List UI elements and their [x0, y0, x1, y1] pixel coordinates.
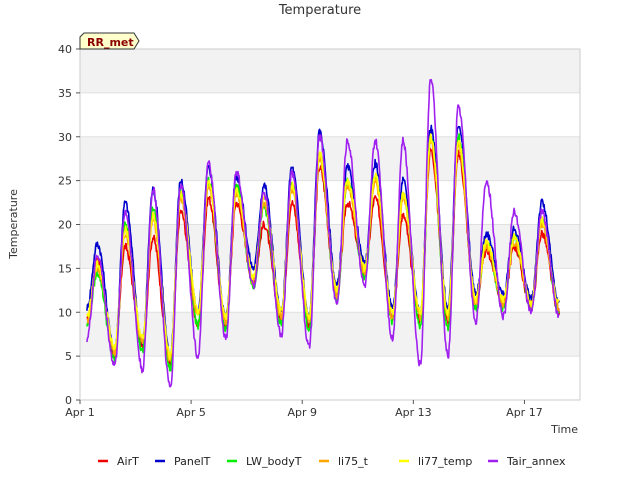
- y-tick-label: 20: [58, 219, 72, 232]
- legend-item: AirT: [98, 455, 139, 468]
- band: [80, 92, 580, 137]
- x-tick-label: Apr 9: [287, 406, 317, 419]
- legend-label: AirT: [117, 455, 139, 468]
- legend-label: PanelT: [174, 455, 211, 468]
- station-label: RR_met: [87, 36, 134, 49]
- series-lines: [86, 78, 560, 388]
- y-tick-label: 30: [58, 131, 72, 144]
- band: [80, 136, 580, 181]
- y-axis-label: Temperature: [7, 189, 20, 260]
- x-tick-label: Apr 13: [395, 406, 432, 419]
- y-tick-label: 5: [65, 350, 72, 363]
- y-tick-label: 10: [58, 306, 72, 319]
- station-label-box: RR_met: [79, 32, 140, 50]
- y-tick-label: 25: [58, 175, 72, 188]
- band: [80, 312, 580, 357]
- chart-title: Temperature: [278, 3, 361, 18]
- y-axis: 0 5 10 15 20 25 30 35 40: [58, 43, 80, 407]
- x-axis-label: Time: [550, 423, 578, 436]
- band: [80, 49, 580, 93]
- series-line-tair-annex: [86, 78, 560, 388]
- legend-label: LW_bodyT: [246, 455, 302, 468]
- y-tick-label: 40: [58, 43, 72, 56]
- y-tick-label: 0: [65, 394, 72, 407]
- x-tick-label: Apr 5: [176, 406, 206, 419]
- legend-item: li75_t: [319, 455, 369, 468]
- legend: AirT PanelT LW_bodyT li75_t li77_temp Tair_an…: [98, 455, 566, 468]
- x-axis: Apr 1 Apr 5 Apr 9 Apr 13 Apr 17: [65, 400, 543, 419]
- legend-label: li77_temp: [418, 455, 472, 468]
- x-tick-label: Apr 1: [65, 406, 95, 419]
- legend-item: li77_temp: [399, 455, 472, 468]
- band: [80, 356, 580, 400]
- legend-item: Tair_annex: [488, 455, 566, 468]
- legend-label: Tair_annex: [506, 455, 566, 468]
- band: [80, 180, 580, 225]
- legend-item: PanelT: [155, 455, 211, 468]
- legend-item: LW_bodyT: [227, 455, 302, 468]
- legend-label: li75_t: [338, 455, 369, 468]
- y-tick-label: 35: [58, 87, 72, 100]
- y-tick-label: 15: [58, 262, 72, 275]
- x-tick-label: Apr 17: [506, 406, 543, 419]
